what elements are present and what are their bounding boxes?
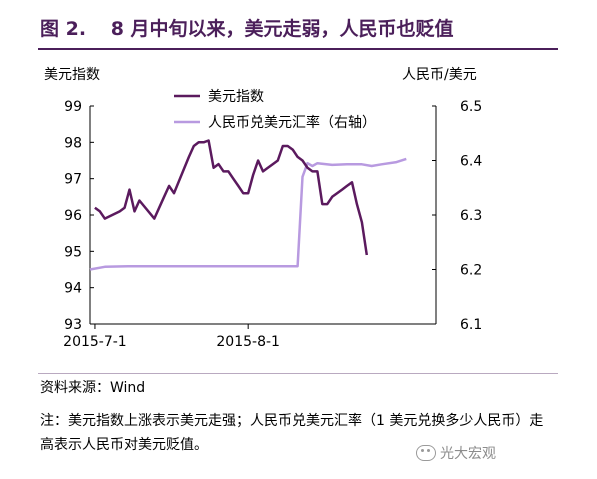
source-text: 资料来源：Wind <box>40 380 146 396</box>
right-tick-label: 6.4 <box>460 154 482 170</box>
dual-axis-line-chart: 美元指数 人民币/美元 93 94 95 96 97 98 99 6.1 6.2 6.3 6.4 6.… <box>44 67 482 350</box>
figure-heading: 8 月中旬以来，美元走弱，人民币也贬值 <box>110 18 454 40</box>
legend-label: 人民币兑美元汇率（右轴） <box>208 114 376 131</box>
right-axis-label: 人民币/美元 <box>402 67 477 83</box>
wechat-icon <box>416 445 436 461</box>
series-line-right <box>89 157 407 271</box>
left-axis-label: 美元指数 <box>44 67 100 83</box>
x-tick-label: 2015-8-1 <box>216 334 280 350</box>
series-line-left <box>94 139 369 256</box>
watermark: 光大宏观 <box>416 443 496 463</box>
figure-number: 图 2. <box>40 18 87 40</box>
left-tick-label: 94 <box>64 281 82 297</box>
series-layer <box>89 139 407 271</box>
title-rule <box>38 48 558 50</box>
source-rule <box>38 373 558 374</box>
right-tick-label: 6.2 <box>460 263 482 279</box>
right-tick-label: 6.3 <box>460 208 482 224</box>
legend-label: 美元指数 <box>208 89 264 105</box>
note-text: 注：美元指数上涨表示美元走强；人民币兑美元汇率（1 美元兑换多少人民币）走高表示… <box>40 413 544 453</box>
left-tick-label: 99 <box>64 99 82 115</box>
watermark-text: 光大宏观 <box>440 446 496 462</box>
left-tick-label: 93 <box>64 317 82 333</box>
left-tick-label: 96 <box>64 208 82 224</box>
left-tick-label: 97 <box>64 172 82 188</box>
left-tick-label: 95 <box>64 244 82 260</box>
figure-title: 图 2. 8 月中旬以来，美元走弱，人民币也贬值 <box>40 14 454 41</box>
right-tick-label: 6.5 <box>460 99 482 115</box>
x-tick-label: 2015-7-1 <box>63 334 127 350</box>
axes: 93 94 95 96 97 98 99 6.1 6.2 6.3 6.4 6.5 2015-7-1 201… <box>63 99 482 350</box>
right-tick-label: 6.1 <box>460 317 482 333</box>
left-tick-label: 98 <box>64 135 82 151</box>
